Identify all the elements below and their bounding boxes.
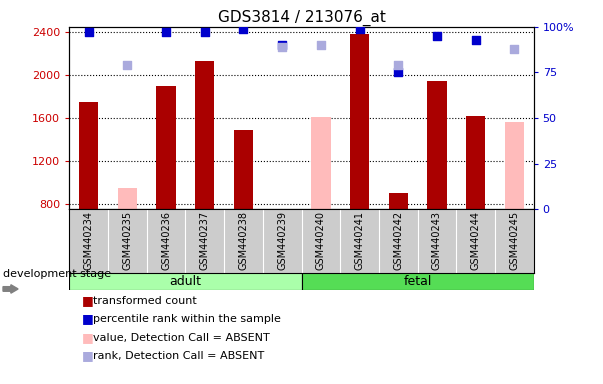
Bar <box>466 116 485 209</box>
Point <box>277 44 287 50</box>
Title: GDS3814 / 213076_at: GDS3814 / 213076_at <box>218 9 385 25</box>
Point <box>316 42 326 48</box>
Text: GSM440243: GSM440243 <box>432 211 442 270</box>
Point <box>393 70 403 76</box>
Point <box>277 42 287 48</box>
Text: GSM440234: GSM440234 <box>84 211 93 270</box>
Text: adult: adult <box>169 275 201 288</box>
Text: ■: ■ <box>81 349 93 362</box>
Point <box>471 36 481 43</box>
Text: GSM440239: GSM440239 <box>277 211 287 270</box>
Point <box>510 46 519 52</box>
Bar <box>350 35 369 209</box>
Bar <box>505 122 524 209</box>
Bar <box>156 86 175 209</box>
Text: ■: ■ <box>81 294 93 307</box>
Text: GSM440245: GSM440245 <box>510 211 519 270</box>
Text: GSM440242: GSM440242 <box>393 211 403 270</box>
Point <box>355 26 364 32</box>
Text: percentile rank within the sample: percentile rank within the sample <box>93 314 282 324</box>
Point <box>161 29 171 35</box>
Text: GSM440236: GSM440236 <box>161 211 171 270</box>
Text: GSM440240: GSM440240 <box>316 211 326 270</box>
Text: GSM440235: GSM440235 <box>122 211 133 270</box>
Point <box>432 33 442 39</box>
Text: rank, Detection Call = ABSENT: rank, Detection Call = ABSENT <box>93 351 265 361</box>
Text: GSM440244: GSM440244 <box>470 211 481 270</box>
Bar <box>311 117 330 209</box>
Text: development stage: development stage <box>3 268 111 279</box>
Bar <box>69 273 302 290</box>
Text: GSM440241: GSM440241 <box>355 211 365 270</box>
Point <box>84 29 93 35</box>
Point <box>200 29 210 35</box>
Bar <box>388 193 408 209</box>
Bar <box>79 102 98 209</box>
Bar <box>195 61 215 209</box>
Text: value, Detection Call = ABSENT: value, Detection Call = ABSENT <box>93 333 270 343</box>
Point <box>239 26 248 32</box>
Bar <box>118 188 137 209</box>
Bar <box>428 81 447 209</box>
Point <box>122 62 132 68</box>
Bar <box>302 273 534 290</box>
Text: fetal: fetal <box>403 275 432 288</box>
Bar <box>234 130 253 209</box>
Text: GSM440237: GSM440237 <box>200 211 210 270</box>
Point <box>393 62 403 68</box>
Text: transformed count: transformed count <box>93 296 197 306</box>
Text: GSM440238: GSM440238 <box>238 211 248 270</box>
Text: ■: ■ <box>81 312 93 325</box>
Text: ■: ■ <box>81 331 93 344</box>
